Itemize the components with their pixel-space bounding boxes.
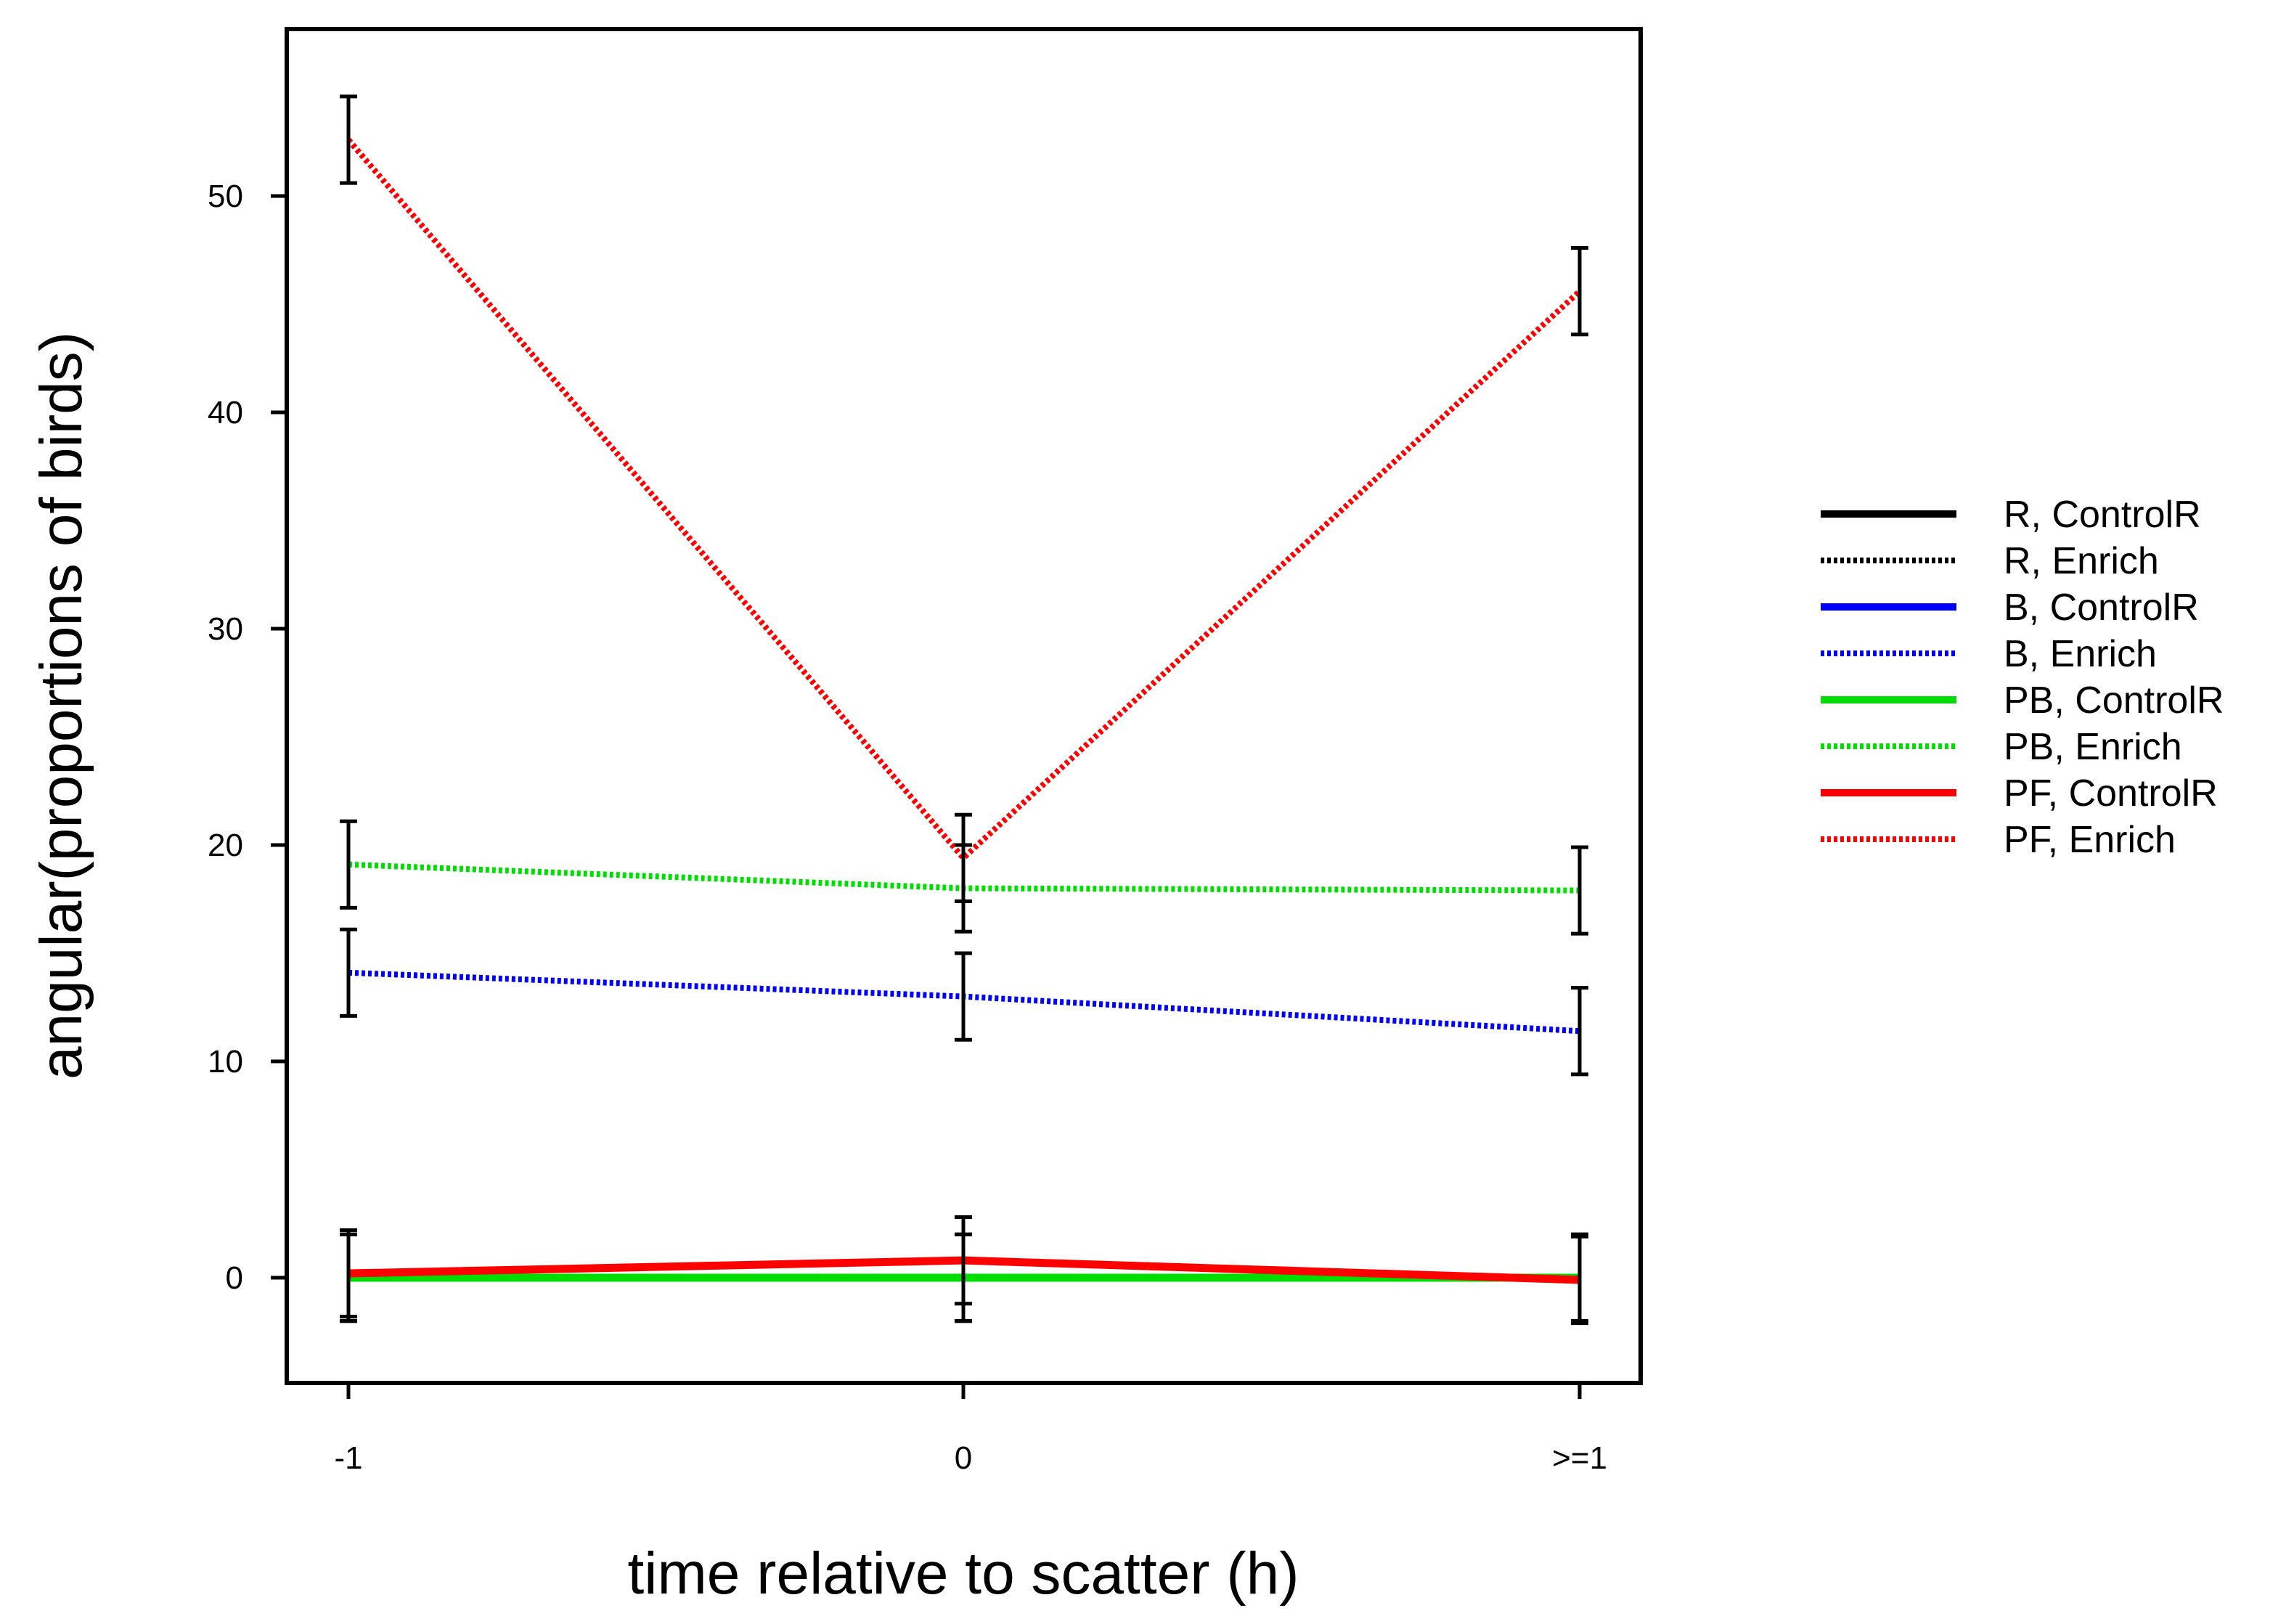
- y-axis: 0 10 20 30 40 50: [208, 179, 287, 1296]
- legend-label: PF, Enrich: [2004, 819, 2176, 861]
- y-axis-title: angular(proportions of birds): [28, 332, 94, 1080]
- legend-label: PF, ControlR: [2004, 772, 2218, 815]
- y-tick-label: 30: [208, 611, 243, 647]
- legend-label: PB, Enrich: [2004, 726, 2182, 768]
- x-tick-label: -1: [334, 1440, 362, 1476]
- legend-label: PB, ControlR: [2004, 680, 2224, 722]
- y-tick-label: 0: [226, 1260, 243, 1296]
- x-axis-title: time relative to scatter (h): [627, 1541, 1299, 1607]
- series-line-pf-enrich: [346, 137, 1582, 861]
- legend-label: R, ControlR: [2004, 494, 2201, 536]
- x-axis: -1 0 >=1: [334, 1383, 1607, 1476]
- x-tick-label: 0: [955, 1440, 972, 1476]
- x-tick-label: >=1: [1552, 1440, 1607, 1476]
- y-tick-label: 50: [208, 179, 243, 214]
- series-group: [346, 137, 1582, 1284]
- y-tick-label: 20: [208, 828, 243, 863]
- legend-label: B, Enrich: [2004, 633, 2157, 675]
- legend-label: R, Enrich: [2004, 540, 2159, 582]
- error-bars: [340, 94, 1588, 1326]
- legend-label: B, ControlR: [2004, 587, 2199, 629]
- y-tick-label: 10: [208, 1044, 243, 1080]
- plot-frame: [285, 27, 1643, 1385]
- y-tick-label: 40: [208, 395, 243, 431]
